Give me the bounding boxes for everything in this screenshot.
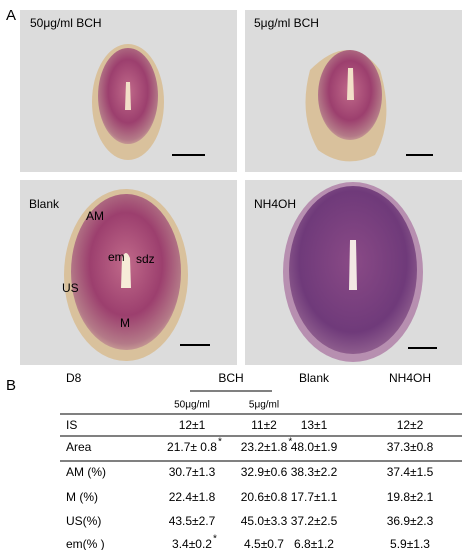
- cell: 37.2±2.5: [291, 514, 338, 528]
- cell: 32.9±0.6: [241, 465, 288, 479]
- cell: 19.8±2.1: [387, 490, 434, 504]
- table: D8 BCH Blank NH4OH 50μg/ml 5μg/ml IS 12±1 11±2 13…: [60, 371, 462, 550]
- cell: 11±2: [251, 418, 277, 432]
- annotation: M: [120, 316, 130, 330]
- cell: 20.6±0.8: [241, 490, 288, 504]
- table-header: NH4OH: [389, 371, 431, 385]
- annotation: em: [108, 250, 125, 264]
- superscript: *: [218, 437, 222, 448]
- row-label: AM (%): [66, 465, 106, 479]
- table-header: Blank: [299, 371, 330, 385]
- micrograph: 5μg/ml BCH: [245, 10, 462, 172]
- cell: 37.3±0.8: [387, 440, 434, 454]
- table-header: BCH: [218, 371, 243, 385]
- image-label: NH4OH: [254, 197, 296, 211]
- micrograph: NH4OH: [245, 180, 462, 365]
- cell: 12±2: [397, 418, 424, 432]
- cell: 12±1: [179, 418, 206, 432]
- table-subheader: 50μg/ml: [174, 400, 210, 411]
- annotation: sdz: [136, 252, 155, 266]
- cell: 38.3±2.2: [291, 465, 338, 479]
- panel-label: B: [6, 377, 16, 394]
- micrograph: 50μg/ml BCH: [20, 10, 237, 172]
- cell: 17.7±1.1: [291, 490, 338, 504]
- cell: 30.7±1.3: [169, 465, 216, 479]
- cell: 5.9±1.3: [390, 537, 430, 550]
- row-label: IS: [66, 418, 77, 432]
- annotation: US: [62, 281, 79, 295]
- cell: 21.7± 0.8: [167, 440, 217, 454]
- cell: 22.4±1.8: [169, 490, 216, 504]
- row-label: M (%): [66, 490, 98, 504]
- image-label: 50μg/ml BCH: [30, 16, 102, 30]
- cell: 48.0±1.9: [291, 440, 338, 454]
- image-label: 5μg/ml BCH: [254, 16, 319, 30]
- micrograph: Blank AM em sdz US M: [20, 180, 237, 365]
- table-header: D8: [66, 371, 82, 385]
- cell: 45.0±3.3: [241, 514, 288, 528]
- superscript: *: [288, 437, 292, 448]
- cell: 3.4±0.2: [172, 537, 212, 550]
- cell: 4.5±0.7: [244, 537, 284, 550]
- superscript: *: [213, 534, 217, 545]
- cell: 23.2±1.8: [241, 440, 288, 454]
- row-label: em(% ): [66, 537, 105, 550]
- row-label: Area: [66, 440, 92, 454]
- cell: 37.4±1.5: [387, 465, 434, 479]
- row-label: US(%): [66, 514, 101, 528]
- image-label: Blank: [29, 197, 60, 211]
- panel-label: A: [6, 7, 16, 24]
- cell: 36.9±2.3: [387, 514, 434, 528]
- annotation: AM: [86, 209, 104, 223]
- cell: 43.5±2.7: [169, 514, 216, 528]
- cell: 6.8±1.2: [294, 537, 334, 550]
- table-subheader: 5μg/ml: [249, 400, 279, 411]
- cell: 13±1: [301, 418, 328, 432]
